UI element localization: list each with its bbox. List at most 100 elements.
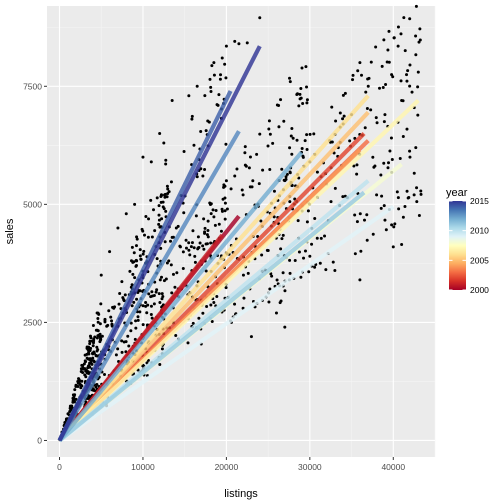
data-point: [155, 196, 159, 200]
data-point: [194, 214, 198, 218]
data-point: [89, 346, 93, 350]
data-point: [103, 320, 107, 324]
data-point: [122, 299, 126, 303]
data-point: [406, 69, 410, 73]
data-point: [191, 229, 195, 233]
regression-line-2015: [57, 45, 262, 442]
data-point: [405, 79, 409, 83]
data-point: [158, 278, 162, 282]
data-point: [190, 117, 194, 121]
data-point: [152, 208, 156, 212]
data-point: [281, 271, 285, 275]
data-point: [310, 242, 314, 246]
data-point: [324, 268, 328, 272]
data-point: [164, 158, 168, 162]
data-point: [297, 250, 301, 254]
data-point: [298, 92, 302, 96]
data-point: [296, 219, 300, 223]
data-point: [197, 316, 201, 320]
data-point: [308, 254, 312, 258]
data-point: [208, 201, 212, 205]
data-point: [375, 121, 379, 125]
data-point: [159, 246, 163, 250]
data-point: [259, 219, 263, 223]
data-point: [408, 84, 412, 88]
data-point: [160, 275, 163, 279]
data-point: [205, 305, 209, 309]
data-point: [412, 193, 416, 197]
data-point: [127, 344, 131, 348]
data-point: [134, 244, 138, 248]
data-point: [174, 333, 178, 337]
data-point: [88, 339, 92, 343]
data-point: [133, 276, 137, 280]
data-point: [383, 218, 387, 222]
data-point: [412, 171, 416, 175]
data-point: [406, 196, 410, 200]
data-point: [90, 362, 94, 366]
data-point: [92, 388, 96, 392]
data-point: [198, 241, 202, 245]
data-point: [379, 173, 383, 177]
data-point: [281, 233, 285, 237]
data-point: [267, 300, 271, 304]
data-point: [261, 168, 265, 172]
data-point: [353, 213, 357, 217]
data-point: [157, 204, 161, 208]
data-point: [343, 91, 347, 95]
data-point: [247, 166, 251, 170]
data-point: [203, 226, 207, 230]
data-point: [268, 287, 272, 291]
data-point: [132, 300, 136, 304]
data-point: [212, 301, 216, 305]
data-point: [83, 359, 87, 363]
data-point: [152, 302, 156, 306]
data-point: [319, 236, 323, 240]
data-point: [217, 93, 221, 97]
data-point: [144, 214, 148, 218]
data-point: [88, 357, 92, 361]
legend-tick-label: 2010: [470, 226, 489, 236]
data-point: [76, 384, 80, 388]
data-point: [195, 84, 199, 88]
data-point: [204, 269, 208, 273]
data-point: [301, 101, 305, 105]
data-point: [418, 38, 422, 42]
data-point: [416, 85, 420, 89]
x-axis-title: listings: [224, 488, 258, 500]
data-point: [146, 235, 150, 239]
data-point: [395, 190, 399, 194]
data-point: [240, 188, 244, 192]
data-point: [297, 104, 301, 108]
data-point: [305, 133, 309, 137]
data-point: [215, 103, 219, 107]
data-point: [103, 373, 106, 377]
data-point: [402, 16, 406, 20]
data-point: [68, 406, 72, 410]
data-point: [288, 200, 292, 204]
data-point: [99, 273, 103, 277]
data-point: [86, 370, 90, 374]
data-point: [245, 41, 249, 45]
data-point: [363, 218, 367, 222]
data-point: [386, 48, 390, 52]
data-point: [374, 116, 378, 120]
data-point: [210, 320, 214, 324]
data-point: [393, 222, 397, 226]
data-point: [396, 44, 400, 48]
data-point: [403, 49, 407, 53]
data-point: [414, 34, 418, 38]
data-point: [88, 342, 92, 346]
regression-lines: [57, 45, 420, 443]
data-point: [219, 73, 223, 77]
data-point: [160, 297, 164, 301]
data-point: [417, 214, 421, 217]
data-point: [138, 289, 142, 293]
data-point: [178, 245, 182, 249]
data-point: [99, 338, 103, 342]
data-point: [305, 220, 309, 224]
data-point: [132, 251, 136, 255]
data-point: [330, 140, 334, 144]
data-point: [267, 119, 271, 123]
data-point: [295, 138, 299, 142]
